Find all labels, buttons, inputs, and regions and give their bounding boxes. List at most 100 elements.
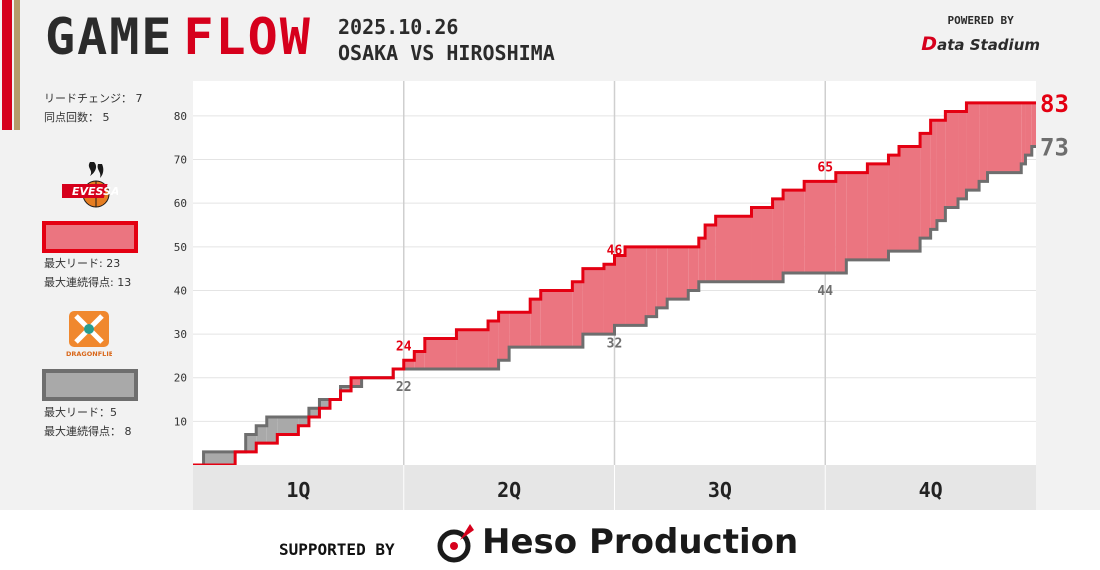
away-lead-area: [340, 386, 352, 391]
home-lead-area: [656, 246, 668, 308]
game-matchup: OSAKA VS HIROSHIMA: [338, 41, 555, 65]
away-legend-swatch: [42, 369, 138, 401]
y-tick-label: 40: [174, 284, 187, 297]
lead-change-stats: リードチェンジ： 7 同点回数： 5: [44, 89, 143, 127]
home-lead-area: [899, 146, 921, 252]
sponsor-name: Hesо Production: [482, 522, 799, 562]
away-lead-area: [266, 417, 278, 444]
hiroshima-dragonflies-logo: DRAGONFLIES: [66, 311, 112, 358]
heso-logo-icon: [437, 524, 474, 563]
away-lead-area: [203, 451, 236, 465]
x-tick-label: 4Q: [919, 478, 943, 502]
home-lead-area: [614, 255, 626, 326]
y-tick-label: 60: [174, 197, 187, 210]
title-game: GAME: [45, 8, 174, 66]
accent-bar-red: [2, 0, 12, 130]
home-lead-area: [1031, 102, 1036, 147]
home-max-run: 最大連続得点: 13: [44, 276, 132, 289]
away-lead-area: [256, 425, 267, 444]
data-stadium-logo: Data Stadium: [921, 33, 1040, 55]
powered-by-label: POWERED BY: [947, 14, 1014, 27]
away-lead-area: [277, 417, 299, 435]
score-lines: [193, 101, 1036, 467]
home-data-label: 24: [396, 339, 412, 354]
home-lead-area: [987, 102, 1022, 173]
home-lead-area: [603, 264, 615, 335]
title-flow: FLOW: [183, 8, 312, 66]
home-logo-text: EVESSA: [72, 185, 118, 198]
home-lead-area: [414, 351, 425, 369]
y-tick-label: 50: [174, 241, 187, 254]
home-lead-area: [835, 172, 847, 273]
home-lead-area: [804, 181, 836, 273]
x-tick-label: 3Q: [708, 478, 732, 502]
home-lead-area: [582, 268, 604, 335]
home-lead-area: [705, 225, 716, 282]
x-tick-label: 1Q: [286, 478, 310, 502]
supported-by-label: SUPPORTED BY: [279, 540, 395, 559]
y-tick-label: 30: [174, 328, 187, 341]
game-meta: 2025.10.26 OSAKA VS HIROSHIMA: [338, 14, 555, 66]
y-tick-label: 20: [174, 372, 187, 385]
lead-changes: リードチェンジ： 7: [44, 92, 143, 105]
away-data-label: 44: [817, 284, 833, 299]
home-stats: 最大リード: 23 最大連続得点: 13: [44, 254, 131, 292]
home-lead-area: [936, 120, 946, 221]
page-title: GAME FLOW: [45, 8, 312, 68]
footer: SUPPORTED BY Hesо Production: [0, 510, 1100, 570]
away-stats: 最大リード：5 最大連続得点： 8: [44, 403, 132, 441]
home-lead-area: [966, 102, 980, 191]
home-data-label: 46: [607, 243, 623, 258]
away-lead-area: [308, 408, 320, 417]
home-final-score: 83: [1040, 90, 1069, 118]
y-tick-label: 10: [174, 415, 187, 428]
tie-count: 同点回数： 5: [44, 111, 110, 124]
powered-by: POWERED BY Data Stadium: [921, 14, 1040, 55]
game-date: 2025.10.26: [338, 15, 459, 39]
away-data-label: 22: [396, 380, 412, 395]
home-lead-area: [488, 321, 499, 369]
home-lead-area: [945, 111, 959, 208]
away-max-lead: 最大リード：5: [44, 406, 117, 419]
home-lead-area: [351, 377, 362, 387]
home-lead-area: [958, 111, 967, 199]
home-lead-area: [979, 102, 988, 182]
home-lead-area: [688, 246, 699, 291]
home-lead-area: [888, 155, 900, 252]
home-lead-area: [751, 207, 773, 282]
osaka-evessa-logo: EVESSA: [62, 162, 118, 208]
accent-bar-gold: [14, 0, 20, 130]
axes: 10 20 30 40 50 60 70 80 1Q 2Q 3Q 4Q: [174, 110, 1036, 510]
home-legend-swatch: [42, 221, 138, 253]
away-data-label: 32: [607, 336, 623, 351]
home-lead-area: [715, 216, 752, 282]
home-lead-area: [509, 312, 531, 348]
away-max-run: 最大連続得点： 8: [44, 425, 132, 438]
home-lead-area: [498, 312, 510, 361]
y-tick-label: 70: [174, 154, 187, 167]
home-lead-area: [456, 329, 489, 369]
home-lead-area: [698, 238, 706, 282]
x-tick-label: 2Q: [497, 478, 521, 502]
home-lead-area: [867, 163, 889, 260]
home-lead-area: [572, 281, 583, 348]
home-lead-area: [424, 338, 457, 369]
away-lead-area: [245, 434, 257, 452]
home-lead-area: [920, 133, 931, 239]
home-lead-area: [1025, 102, 1032, 156]
game-flow-chart: 24 46 65 22 32 44 83 73 10 20 30 40 50 60 70 80 1Q 2Q 3Q 4…: [174, 81, 1069, 510]
home-lead-area: [772, 198, 784, 282]
away-score-line: [193, 144, 1036, 467]
home-lead-area: [930, 120, 937, 230]
home-data-label: 65: [817, 160, 833, 175]
away-lead-area: [298, 417, 309, 426]
home-lead-area: [646, 246, 657, 317]
home-lead-area: [530, 299, 541, 348]
home-score-line: [193, 101, 1036, 467]
home-lead-area: [667, 246, 689, 300]
home-lead-area: [540, 290, 573, 348]
y-tick-label: 80: [174, 110, 187, 123]
away-lead-area: [319, 399, 330, 409]
data-labels: 24 46 65 22 32 44 83 73: [396, 90, 1069, 395]
home-max-lead: 最大リード: 23: [44, 257, 121, 270]
